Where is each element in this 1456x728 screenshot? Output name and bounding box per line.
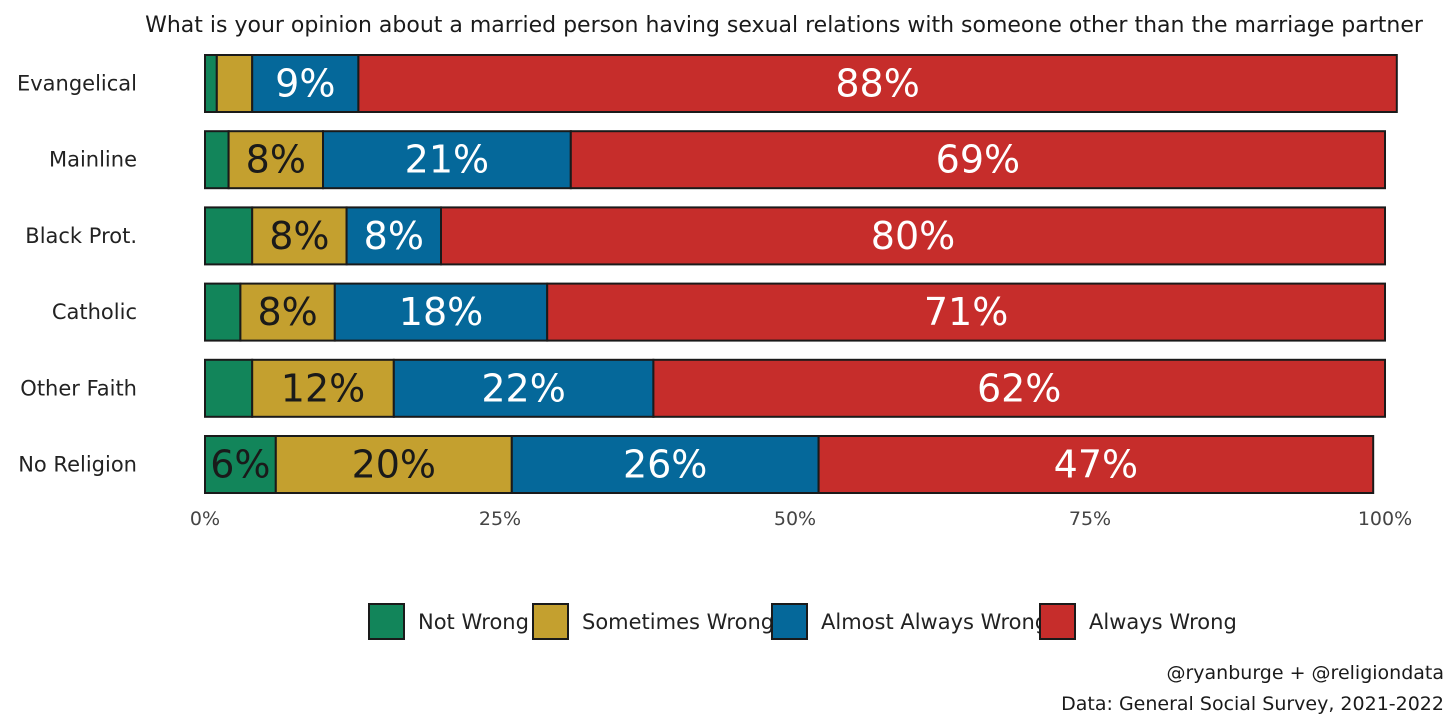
bar-labels: 9% 88% 8% 21% 69% 8% 8% 80% 8% 18% 71% 12% 22% 62% 6% 2… (210, 62, 1138, 487)
bar-segment (333, 282, 549, 342)
bar-segment (239, 282, 336, 342)
bar-segment (251, 54, 360, 113)
x-tick-label: 75% (1069, 508, 1111, 530)
data-label: 71% (924, 290, 1008, 334)
bar-segment (251, 206, 348, 266)
data-label: 69% (936, 138, 1020, 182)
data-label: 88% (835, 62, 919, 106)
x-tick-label: 100% (1358, 508, 1412, 530)
data-label: 47% (1054, 443, 1138, 487)
legend-label: Almost Always Wrong (821, 610, 1048, 634)
data-label: 20% (352, 443, 436, 487)
bar-segment (204, 282, 242, 342)
category-label: Other Faith (20, 376, 137, 400)
legend-swatch (368, 603, 405, 640)
x-axis-ticks: 0% 25% 50% 75% 100% (190, 508, 1412, 530)
bars (204, 54, 1398, 494)
legend-label: Always Wrong (1089, 610, 1237, 634)
bar-segment (215, 54, 254, 113)
bar-segment (510, 435, 820, 494)
legend-swatch (532, 603, 569, 640)
data-label: 9% (275, 62, 335, 106)
bar-segment (204, 358, 254, 418)
data-label: 22% (481, 366, 565, 410)
category-label: No Religion (18, 453, 137, 477)
legend-swatch (1039, 603, 1076, 640)
category-label: Mainline (49, 148, 137, 172)
x-tick-label: 50% (774, 508, 816, 530)
bar-segment (251, 358, 395, 418)
data-label: 6% (210, 443, 270, 487)
data-label: 8% (246, 138, 306, 182)
legend: Not Wrong Sometimes Wrong Almost Always Wr… (368, 603, 1237, 640)
data-label: 12% (281, 366, 365, 410)
bar-segment (345, 206, 443, 266)
caption-handles: @ryanburge + @religiondata (1166, 662, 1444, 684)
category-labels: Evangelical Mainline Black Prot. Catholic Ot… (17, 72, 137, 477)
bar-segment (204, 54, 218, 113)
x-tick-label: 0% (190, 508, 220, 530)
category-label: Black Prot. (25, 224, 137, 248)
caption-source: Data: General Social Survey, 2021-2022 (1061, 693, 1444, 715)
data-label: 8% (364, 214, 424, 258)
bar-segment (204, 130, 230, 190)
data-label: 8% (269, 214, 329, 258)
bar-segment (440, 206, 1386, 266)
data-label: 8% (257, 290, 317, 334)
data-label: 21% (405, 138, 489, 182)
bar-segment (652, 358, 1386, 418)
bar-segment (817, 435, 1375, 494)
data-label: 80% (871, 214, 955, 258)
chart-title: What is your opinion about a married per… (145, 13, 1424, 38)
bar-segment (227, 130, 325, 190)
bar-segment (204, 206, 254, 266)
legend-swatch (771, 603, 808, 640)
legend-label: Not Wrong (418, 610, 529, 634)
data-label: 62% (977, 366, 1061, 410)
category-label: Catholic (52, 300, 137, 324)
bar-segment (357, 54, 1398, 113)
x-tick-label: 25% (479, 508, 521, 530)
legend-label: Sometimes Wrong (582, 610, 774, 634)
bar-segment (569, 130, 1386, 190)
bar-segment (392, 358, 655, 418)
data-label: 18% (399, 290, 483, 334)
data-label: 26% (623, 443, 707, 487)
bar-segment (274, 435, 513, 494)
category-label: Evangelical (17, 72, 137, 96)
bar-segment (546, 282, 1386, 342)
